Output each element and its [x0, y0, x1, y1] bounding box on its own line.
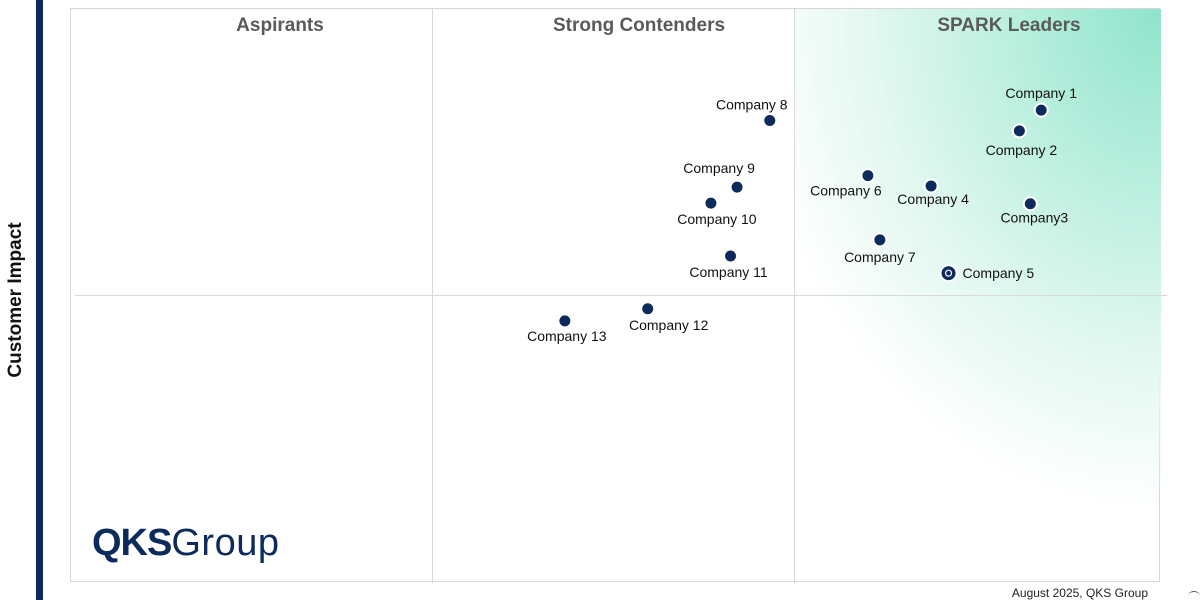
label-company-12: Company 12	[629, 317, 709, 333]
point-company-1	[1033, 102, 1049, 118]
leaders-gradient	[795, 9, 1161, 583]
label-company-7: Company 7	[844, 249, 916, 265]
point-company3	[1022, 196, 1038, 212]
point-company-7	[872, 232, 888, 248]
point-company-11	[723, 248, 739, 264]
point-company-5	[939, 264, 958, 283]
qks-group-logo: QKSGroup	[92, 522, 280, 564]
label-company3: Company3	[1000, 210, 1068, 226]
point-company-10	[703, 195, 719, 211]
gear-icon	[944, 269, 953, 277]
left-accent-bar	[36, 0, 43, 600]
label-company-1: Company 1	[1005, 85, 1077, 101]
label-company-13: Company 13	[527, 328, 607, 344]
point-company-2	[1011, 123, 1027, 139]
footer-credit: August 2025, QKS Group	[1011, 586, 1148, 600]
chart-area: Aspirants Strong Contenders SPARK Leader…	[70, 8, 1167, 583]
point-company-9	[729, 179, 745, 195]
quadrant-title-spark-leaders: SPARK Leaders	[937, 15, 1081, 36]
label-company-2: Company 2	[986, 142, 1058, 158]
label-company-5: Company 5	[963, 265, 1035, 281]
label-company-9: Company 9	[683, 160, 755, 176]
point-company-13	[557, 313, 573, 329]
point-company-8	[762, 113, 778, 129]
label-company-11: Company 11	[689, 264, 768, 280]
quadrant-title-strong-contenders: Strong Contenders	[552, 15, 726, 36]
label-company-6: Company 6	[810, 183, 882, 199]
label-company-8: Company 8	[716, 97, 788, 113]
corner-mark	[1188, 591, 1200, 600]
label-company-10: Company 10	[677, 211, 757, 227]
quadrant-title-aspirants: Aspirants	[236, 15, 324, 36]
point-company-4	[923, 178, 939, 194]
point-company-12	[640, 301, 656, 317]
quadrant-divider-1	[432, 9, 433, 583]
quadrant-divider-2	[794, 9, 795, 583]
point-company-6	[860, 168, 876, 184]
quadrant-divider-horizontal	[75, 295, 1167, 296]
label-company-4: Company 4	[897, 191, 969, 207]
